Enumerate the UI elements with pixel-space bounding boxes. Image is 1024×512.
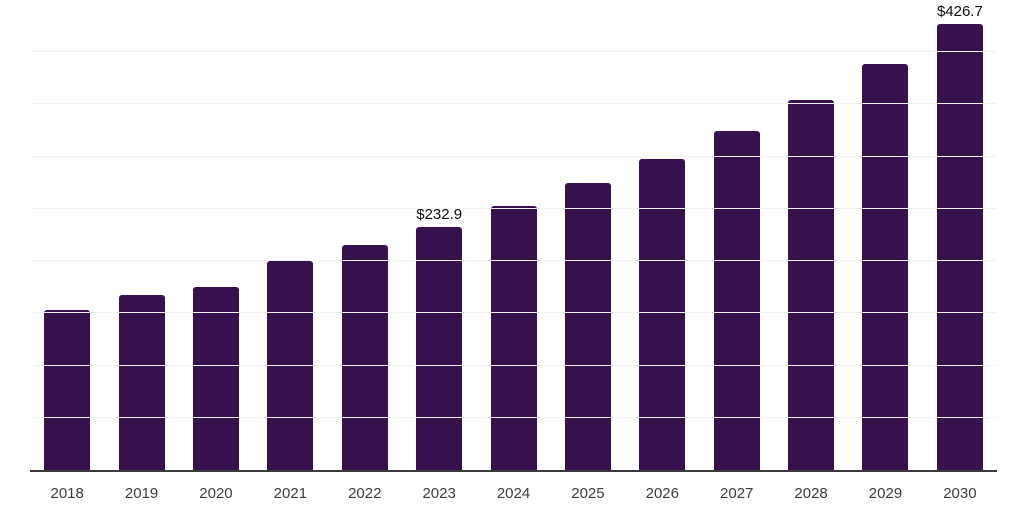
bar-2028 <box>788 100 835 470</box>
bar-slot-2018 <box>30 0 104 470</box>
bar-2025 <box>564 183 611 470</box>
gridline <box>30 260 997 262</box>
bar-slot-2021 <box>253 0 327 470</box>
x-tick-label-2030: 2030 <box>943 485 977 502</box>
x-tick-label-2021: 2021 <box>273 485 308 502</box>
x-tick-label-2024: 2024 <box>496 485 531 502</box>
bar-slot-2024 <box>476 0 550 470</box>
bar-slot-2028 <box>774 0 848 470</box>
bar-slot-2030: $426.7 <box>923 0 997 470</box>
gridline <box>30 51 997 53</box>
bar-2022 <box>341 245 388 470</box>
bar-slot-2020 <box>179 0 253 470</box>
bar-2029 <box>862 64 909 470</box>
x-tick-label-2028: 2028 <box>794 485 828 502</box>
x-tick-label-2025: 2025 <box>571 485 605 502</box>
bars-container: $232.9 $426.7 <box>30 0 997 470</box>
bar-slot-2027 <box>700 0 774 470</box>
plot-area: $232.9 $426.7 <box>30 0 997 472</box>
bar-2023 <box>416 226 463 470</box>
bar-2030 <box>936 24 983 470</box>
gridline <box>30 155 997 157</box>
bar-slot-2029 <box>848 0 922 470</box>
x-tick-label-2026: 2026 <box>645 485 679 502</box>
gridline <box>30 312 997 314</box>
bar-2018 <box>44 310 91 470</box>
x-tick-label-2023: 2023 <box>422 485 456 502</box>
gridline <box>30 364 997 366</box>
bar-value-label-2030: $426.7 <box>936 3 983 21</box>
x-tick-label-2022: 2022 <box>348 485 382 502</box>
bar-value-label-2023: $232.9 <box>416 205 463 223</box>
bar-2020 <box>192 286 239 470</box>
bar-2027 <box>713 130 760 470</box>
bar-slot-2025 <box>551 0 625 470</box>
bar-slot-2019 <box>104 0 178 470</box>
bar-2024 <box>490 205 537 470</box>
x-tick-label-2018: 2018 <box>50 485 84 502</box>
gridline <box>30 103 997 105</box>
x-axis-labels: 2018 2019 2020 2021 2022 2023 2024 2025 2026 2027… <box>30 472 997 502</box>
x-tick-label-2020: 2020 <box>199 485 233 502</box>
bar-slot-2022 <box>328 0 402 470</box>
bar-2026 <box>639 158 686 470</box>
x-tick-label-2029: 2029 <box>868 485 903 502</box>
bar-slot-2026 <box>625 0 699 470</box>
gridline <box>30 416 997 418</box>
gridline <box>30 207 997 209</box>
x-tick-label-2019: 2019 <box>124 485 159 502</box>
x-tick-label-2027: 2027 <box>720 485 754 502</box>
bar-2019 <box>118 294 165 470</box>
bar-slot-2023: $232.9 <box>402 0 476 470</box>
